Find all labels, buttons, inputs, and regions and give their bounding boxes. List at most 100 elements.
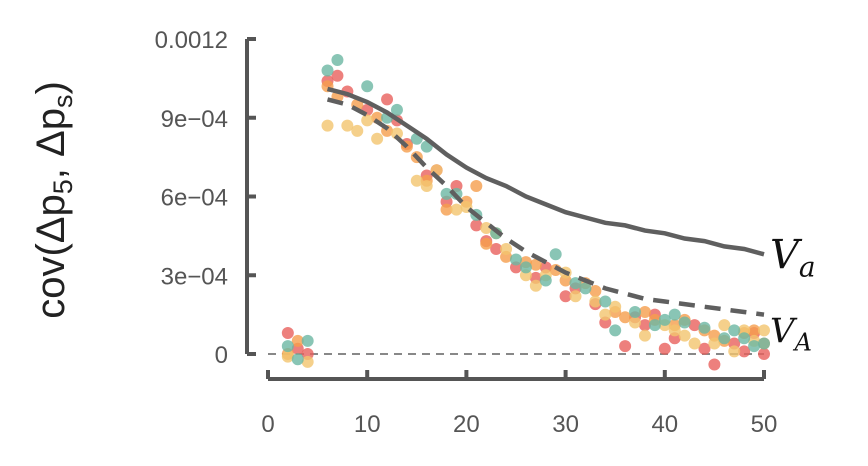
data-point	[539, 274, 552, 287]
data-point	[638, 329, 651, 342]
data-point	[599, 308, 612, 321]
axes: 0 3e−04 6e−04 9e−04 0.0012 0 10 20 30 40 50	[155, 27, 778, 438]
scatter-points	[281, 54, 770, 371]
data-point	[638, 319, 651, 332]
data-point	[519, 261, 532, 274]
data-point	[341, 119, 354, 132]
x-tick-label: 30	[552, 411, 579, 438]
data-point	[688, 337, 701, 350]
data-point	[440, 203, 453, 216]
data-point	[549, 248, 562, 261]
data-point	[728, 324, 741, 337]
data-point	[648, 319, 661, 332]
curve-label-main: V	[770, 312, 798, 352]
data-point	[658, 342, 671, 355]
data-point	[678, 316, 691, 329]
data-point	[490, 243, 503, 255]
data-point	[480, 237, 493, 250]
data-point	[738, 332, 751, 345]
data-point	[420, 180, 433, 192]
x-tick-label: 50	[751, 411, 778, 438]
data-point	[371, 132, 384, 145]
y-tick-label: 3e−04	[161, 263, 228, 290]
y-axis-label-suffix: )	[29, 81, 73, 94]
data-point	[638, 306, 651, 318]
data-point	[301, 334, 314, 347]
y-axis-label-sub1: 5	[48, 179, 78, 194]
data-point	[718, 332, 731, 345]
data-point	[291, 334, 304, 347]
y-tick-label: 6e−04	[161, 185, 228, 212]
data-point	[758, 337, 770, 350]
data-point	[698, 342, 711, 355]
data-point	[619, 340, 632, 353]
data-point	[281, 327, 294, 339]
data-point	[361, 80, 374, 93]
data-point	[450, 203, 463, 216]
y-axis-label-prefix: cov(Δp	[29, 194, 73, 319]
x-tick-label: 40	[651, 411, 678, 438]
data-point	[609, 324, 622, 337]
data-point	[738, 345, 751, 358]
data-point	[758, 348, 770, 360]
data-point	[708, 337, 721, 350]
theory-curves	[326, 86, 765, 317]
data-point	[698, 321, 711, 334]
curve-label-Va: Va	[770, 232, 816, 283]
data-point	[629, 316, 642, 329]
curve-label-VA: VA	[770, 312, 812, 357]
x-tick-label: 20	[453, 411, 480, 438]
curve-VA	[326, 97, 765, 317]
data-point	[678, 329, 691, 342]
data-point	[331, 69, 344, 82]
data-point	[529, 279, 542, 292]
data-point	[281, 340, 294, 353]
y-axis-label: cov(Δp5, Δps)	[29, 81, 78, 319]
y-tick-label: 0.0012	[155, 27, 228, 54]
data-point	[331, 54, 344, 66]
curve-label-sub: A	[793, 329, 812, 357]
y-axis-label-sub2: s	[48, 95, 78, 109]
data-point	[708, 358, 721, 371]
y-tick-label: 9e−04	[161, 106, 228, 133]
data-point	[748, 340, 761, 353]
data-point	[321, 119, 334, 132]
data-point	[589, 285, 602, 297]
y-tick-label: 0	[215, 342, 228, 369]
y-axis-label-mid: , Δp	[29, 108, 73, 179]
data-point	[440, 187, 453, 200]
x-tick-label: 0	[261, 411, 274, 438]
data-point	[301, 355, 314, 368]
data-point	[589, 295, 602, 308]
data-point	[371, 111, 384, 124]
data-point	[668, 308, 681, 321]
curve-label-main: V	[770, 232, 803, 278]
data-point	[619, 311, 632, 324]
curve-label-sub: a	[799, 250, 816, 283]
x-tick-label: 10	[354, 411, 381, 438]
data-point	[390, 103, 403, 116]
data-point	[529, 258, 542, 271]
data-point	[658, 313, 671, 326]
data-point	[510, 253, 522, 266]
data-point	[381, 93, 394, 106]
data-point	[609, 300, 622, 313]
data-point	[559, 290, 572, 303]
data-point	[569, 290, 582, 303]
data-point	[748, 324, 761, 337]
data-point	[480, 222, 493, 234]
data-point	[351, 124, 364, 137]
data-point	[470, 219, 483, 232]
data-point	[599, 295, 612, 308]
data-point	[579, 282, 592, 295]
data-point	[291, 353, 304, 366]
data-point	[281, 350, 294, 363]
data-point	[470, 180, 483, 192]
data-point	[688, 319, 701, 332]
data-point	[668, 324, 681, 337]
data-point	[758, 324, 770, 337]
data-point	[500, 243, 513, 255]
curve-Va	[326, 86, 765, 257]
